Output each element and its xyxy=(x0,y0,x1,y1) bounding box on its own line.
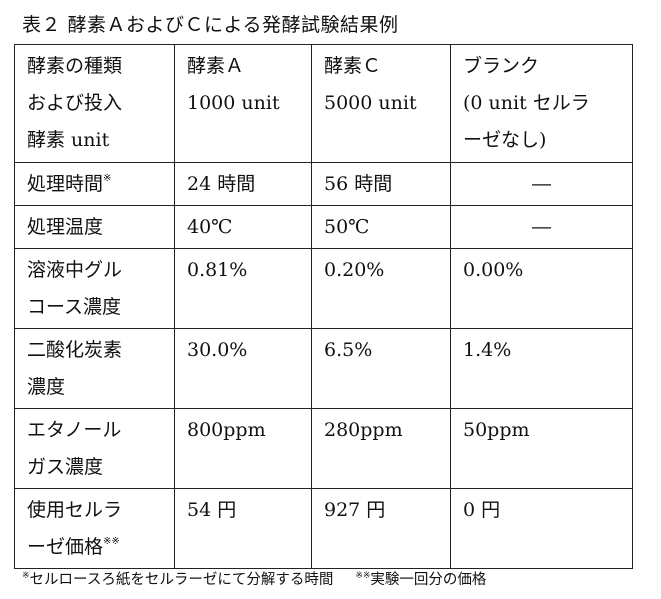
table-title: 表２ 酵素ＡおよびＣによる発酵試験結果例 xyxy=(22,14,399,36)
cell-enzyme-c: 6.5% xyxy=(311,328,451,409)
cell-enzyme-a: 40℃ xyxy=(174,205,312,249)
cell-enzyme-a: 24 時間 xyxy=(174,162,312,206)
header-cell-blank: ブランク (0 unit セルラ ーゼなし) xyxy=(450,44,633,163)
cell-blank: ― xyxy=(450,162,633,206)
header-cell-enzyme-a: 酵素Ａ 1000 unit xyxy=(174,44,312,163)
table-row-co2: 二酸化炭素 濃度 30.0% 6.5% 1.4% xyxy=(14,328,633,409)
footnote: ※セルロースろ紙をセルラーゼにて分解する時間 ※※実験一回分の価格 xyxy=(22,568,486,589)
row-label-text: ガス濃度 xyxy=(27,456,104,478)
cell-blank: ― xyxy=(450,205,633,249)
results-table: 酵素の種類 および投入 酵素 unit 酵素Ａ 1000 unit 酵素Ｃ 50… xyxy=(14,44,633,569)
row-label-text: 濃度 xyxy=(27,376,66,398)
cell-enzyme-a: 0.81% xyxy=(174,248,312,329)
row-label-text: 処理時間 xyxy=(27,173,104,195)
cell-enzyme-c: 50℃ xyxy=(311,205,451,249)
cell-enzyme-a: 30.0% xyxy=(174,328,312,409)
footnote-mark: ※ xyxy=(22,571,30,581)
row-label-text: 使用セルラ xyxy=(27,499,123,521)
footnote-text: セルロースろ紙をセルラーゼにて分解する時間 xyxy=(29,572,334,588)
cell-enzyme-c: 56 時間 xyxy=(311,162,451,206)
cell-blank: 50ppm xyxy=(450,408,633,489)
table-row-cellulase-price: 使用セルラ ーゼ価格※※ 54 円 927 円 0 円 xyxy=(14,488,633,569)
header-text: 1000 unit xyxy=(187,92,280,114)
footnote-text: 実験一回分の価格 xyxy=(370,572,487,588)
header-text: 酵素Ａ xyxy=(187,55,245,77)
cell-blank: 1.4% xyxy=(450,328,633,409)
table-row-processing-time: 処理時間※ 24 時間 56 時間 ― xyxy=(14,162,633,206)
header-text: 酵素Ｃ xyxy=(324,55,382,77)
row-label: エタノール ガス濃度 xyxy=(14,408,175,489)
header-text: ブランク xyxy=(463,55,540,77)
cell-enzyme-a: 54 円 xyxy=(174,488,312,569)
header-cell-enzyme-c: 酵素Ｃ 5000 unit xyxy=(311,44,451,163)
table-row-ethanol: エタノール ガス濃度 800ppm 280ppm 50ppm xyxy=(14,408,633,489)
cell-enzyme-c: 927 円 xyxy=(311,488,451,569)
footnote-mark: ※※ xyxy=(103,536,120,547)
footnote-mark: ※ xyxy=(103,173,112,184)
cell-enzyme-c: 280ppm xyxy=(311,408,451,489)
row-label-text: 二酸化炭素 xyxy=(27,339,123,361)
row-label-text: コース濃度 xyxy=(27,296,122,318)
header-text: および投入 xyxy=(27,92,123,114)
row-label-text: 溶液中グル xyxy=(27,259,123,281)
footnote-mark: ※※ xyxy=(355,571,371,581)
header-row: 酵素の種類 および投入 酵素 unit 酵素Ａ 1000 unit 酵素Ｃ 50… xyxy=(14,44,633,163)
cell-blank: 0 円 xyxy=(450,488,633,569)
table-row-glucose: 溶液中グル コース濃度 0.81% 0.20% 0.00% xyxy=(14,248,633,329)
header-text: ーゼなし) xyxy=(463,129,547,151)
cell-enzyme-c: 0.20% xyxy=(311,248,451,329)
row-label: 使用セルラ ーゼ価格※※ xyxy=(14,488,175,569)
row-label: 処理温度 xyxy=(14,205,175,249)
header-text: (0 unit セルラ xyxy=(463,92,590,114)
cell-enzyme-a: 800ppm xyxy=(174,408,312,489)
table-row-processing-temp: 処理温度 40℃ 50℃ ― xyxy=(14,205,633,249)
row-label: 溶液中グル コース濃度 xyxy=(14,248,175,329)
cell-blank: 0.00% xyxy=(450,248,633,329)
row-label: 処理時間※ xyxy=(14,162,175,206)
header-cell-enzyme-type: 酵素の種類 および投入 酵素 unit xyxy=(14,44,175,163)
header-text: 酵素の種類 xyxy=(27,55,123,77)
row-label: 二酸化炭素 濃度 xyxy=(14,328,175,409)
header-text: 5000 unit xyxy=(324,92,417,114)
row-label-line: ーゼ価格※※ xyxy=(27,529,168,566)
row-label-text: エタノール xyxy=(27,419,122,441)
header-text: 酵素 unit xyxy=(27,129,110,151)
row-label-text: ーゼ価格 xyxy=(27,536,104,558)
